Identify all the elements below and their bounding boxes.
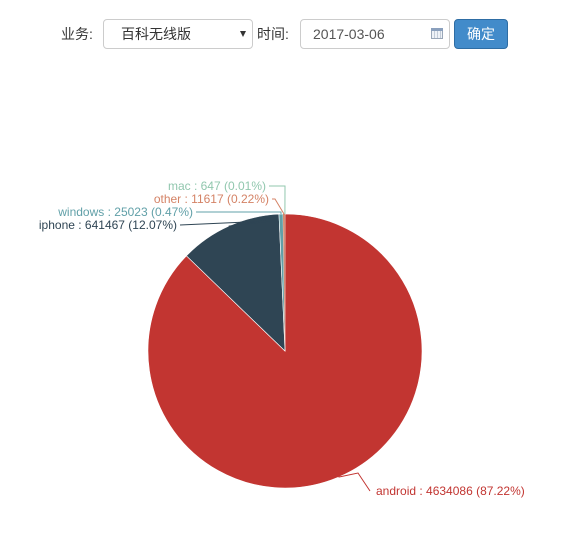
date-input-value: 2017-03-06	[313, 26, 385, 42]
business-select-value: 百科无线版	[121, 26, 191, 42]
caret-down-icon	[240, 31, 246, 37]
slice-label-windows: windows : 25023 (0.47%)	[57, 205, 193, 219]
time-label: 时间:	[257, 26, 289, 42]
slice-label-android: android : 4634086 (87.22%)	[376, 484, 525, 498]
leader-line-mac	[269, 185, 286, 215]
pie-slices	[147, 213, 423, 489]
leader-line-other	[272, 198, 285, 215]
date-input[interactable]: 2017-03-06	[300, 19, 450, 49]
leader-line-windows	[196, 211, 282, 215]
filter-bar: 业务: 百科无线版 时间: 2017-03-06 确定	[0, 18, 580, 50]
slice-label-iphone: iphone : 641467 (12.07%)	[39, 218, 177, 232]
leader-line-android	[338, 472, 371, 492]
business-select[interactable]: 百科无线版	[103, 19, 253, 49]
confirm-button[interactable]: 确定	[454, 19, 508, 49]
pie-slice-other[interactable]	[283, 213, 285, 351]
slice-label-other: other : 11617 (0.22%)	[154, 192, 269, 206]
calendar-icon[interactable]	[431, 28, 443, 39]
slice-label-mac: mac : 647 (0.01%)	[168, 179, 266, 193]
business-label: 业务:	[61, 26, 93, 42]
leader-line-iphone	[179, 220, 271, 227]
pie-labels: android : 4634086 (87.22%) iphone : 64146…	[39, 179, 525, 498]
